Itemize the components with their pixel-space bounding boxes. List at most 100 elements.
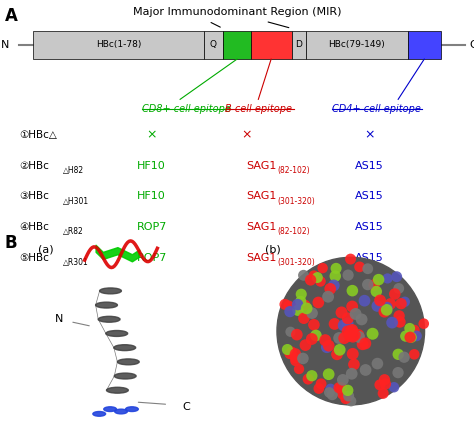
Point bbox=[297, 298, 305, 305]
Text: (301-320): (301-320) bbox=[277, 197, 315, 206]
Point bbox=[383, 275, 391, 282]
Point bbox=[395, 285, 402, 292]
Point bbox=[300, 272, 307, 279]
Point bbox=[352, 310, 359, 317]
Point bbox=[347, 398, 355, 405]
Text: ②HBc: ②HBc bbox=[19, 160, 49, 171]
Point bbox=[331, 320, 338, 327]
Point bbox=[349, 333, 356, 340]
Point bbox=[296, 303, 303, 310]
Point bbox=[374, 303, 381, 310]
Point bbox=[327, 286, 334, 292]
Point bbox=[391, 291, 399, 298]
Text: △R82: △R82 bbox=[63, 227, 83, 236]
Point bbox=[344, 387, 352, 394]
FancyBboxPatch shape bbox=[292, 31, 306, 59]
Point bbox=[287, 329, 294, 335]
Text: N: N bbox=[55, 314, 64, 324]
Point bbox=[310, 272, 318, 279]
Point bbox=[355, 334, 363, 341]
Text: SAG1: SAG1 bbox=[246, 253, 277, 263]
Ellipse shape bbox=[114, 345, 136, 350]
Point bbox=[283, 346, 291, 353]
Text: (b): (b) bbox=[265, 244, 281, 254]
Text: Major Immunodominant Region (MIR): Major Immunodominant Region (MIR) bbox=[133, 7, 341, 17]
Ellipse shape bbox=[96, 302, 118, 308]
FancyBboxPatch shape bbox=[33, 31, 204, 59]
Text: B: B bbox=[5, 234, 18, 252]
Text: AS15: AS15 bbox=[356, 191, 384, 201]
Text: △H82: △H82 bbox=[63, 166, 84, 175]
Text: ③HBc: ③HBc bbox=[19, 191, 49, 201]
Text: CD8+ cell epitope: CD8+ cell epitope bbox=[142, 104, 231, 114]
Point bbox=[346, 328, 354, 335]
Point bbox=[375, 276, 383, 283]
Point bbox=[351, 332, 358, 338]
Point bbox=[315, 299, 322, 306]
Point bbox=[420, 320, 428, 327]
Point bbox=[355, 332, 362, 338]
Text: HBc(79-149): HBc(79-149) bbox=[328, 40, 385, 49]
Point bbox=[340, 335, 348, 341]
Point bbox=[330, 282, 337, 289]
Point bbox=[381, 308, 388, 315]
Text: C: C bbox=[182, 402, 191, 412]
Ellipse shape bbox=[106, 331, 128, 336]
Point bbox=[332, 265, 340, 272]
Point bbox=[379, 390, 387, 397]
Point bbox=[358, 316, 365, 323]
Point bbox=[410, 351, 418, 358]
Point bbox=[346, 331, 353, 338]
Point bbox=[299, 355, 307, 362]
Point bbox=[308, 372, 316, 379]
Text: ×: × bbox=[241, 128, 252, 141]
Point bbox=[374, 360, 381, 367]
Point bbox=[348, 370, 356, 377]
Point bbox=[319, 264, 327, 271]
Point bbox=[337, 384, 345, 391]
Point bbox=[350, 361, 358, 368]
Ellipse shape bbox=[115, 409, 128, 414]
Text: SAG1: SAG1 bbox=[246, 160, 277, 171]
Text: ROP7: ROP7 bbox=[137, 253, 167, 263]
Point bbox=[308, 335, 316, 342]
Point bbox=[304, 376, 312, 383]
Point bbox=[346, 329, 354, 335]
Point bbox=[292, 355, 299, 362]
Point bbox=[395, 313, 403, 319]
Point bbox=[294, 307, 301, 314]
Point bbox=[347, 255, 355, 262]
Ellipse shape bbox=[114, 373, 136, 379]
Point bbox=[383, 307, 391, 313]
Point bbox=[294, 301, 301, 308]
Text: HBc(1-78): HBc(1-78) bbox=[96, 40, 141, 49]
Point bbox=[402, 333, 410, 340]
Ellipse shape bbox=[104, 407, 117, 412]
Point bbox=[376, 297, 384, 304]
Text: N: N bbox=[1, 40, 9, 50]
Point bbox=[396, 319, 404, 326]
Text: △R301: △R301 bbox=[63, 258, 88, 267]
Point bbox=[348, 287, 356, 294]
Point bbox=[327, 385, 334, 392]
Point bbox=[333, 351, 341, 358]
Point bbox=[370, 282, 378, 289]
Text: ROP7: ROP7 bbox=[137, 222, 167, 232]
Text: HF10: HF10 bbox=[137, 191, 166, 201]
Point bbox=[338, 391, 346, 398]
Point bbox=[303, 305, 310, 312]
Point bbox=[293, 331, 301, 338]
Point bbox=[397, 300, 405, 307]
FancyBboxPatch shape bbox=[223, 31, 251, 59]
Point bbox=[348, 327, 356, 334]
Point bbox=[323, 344, 330, 351]
Point bbox=[328, 391, 336, 398]
Point bbox=[285, 302, 292, 309]
Point bbox=[362, 340, 369, 347]
Point bbox=[345, 393, 353, 399]
FancyBboxPatch shape bbox=[408, 31, 441, 59]
Point bbox=[406, 334, 414, 341]
Point bbox=[361, 297, 368, 304]
Point bbox=[401, 354, 408, 361]
Point bbox=[321, 337, 329, 344]
